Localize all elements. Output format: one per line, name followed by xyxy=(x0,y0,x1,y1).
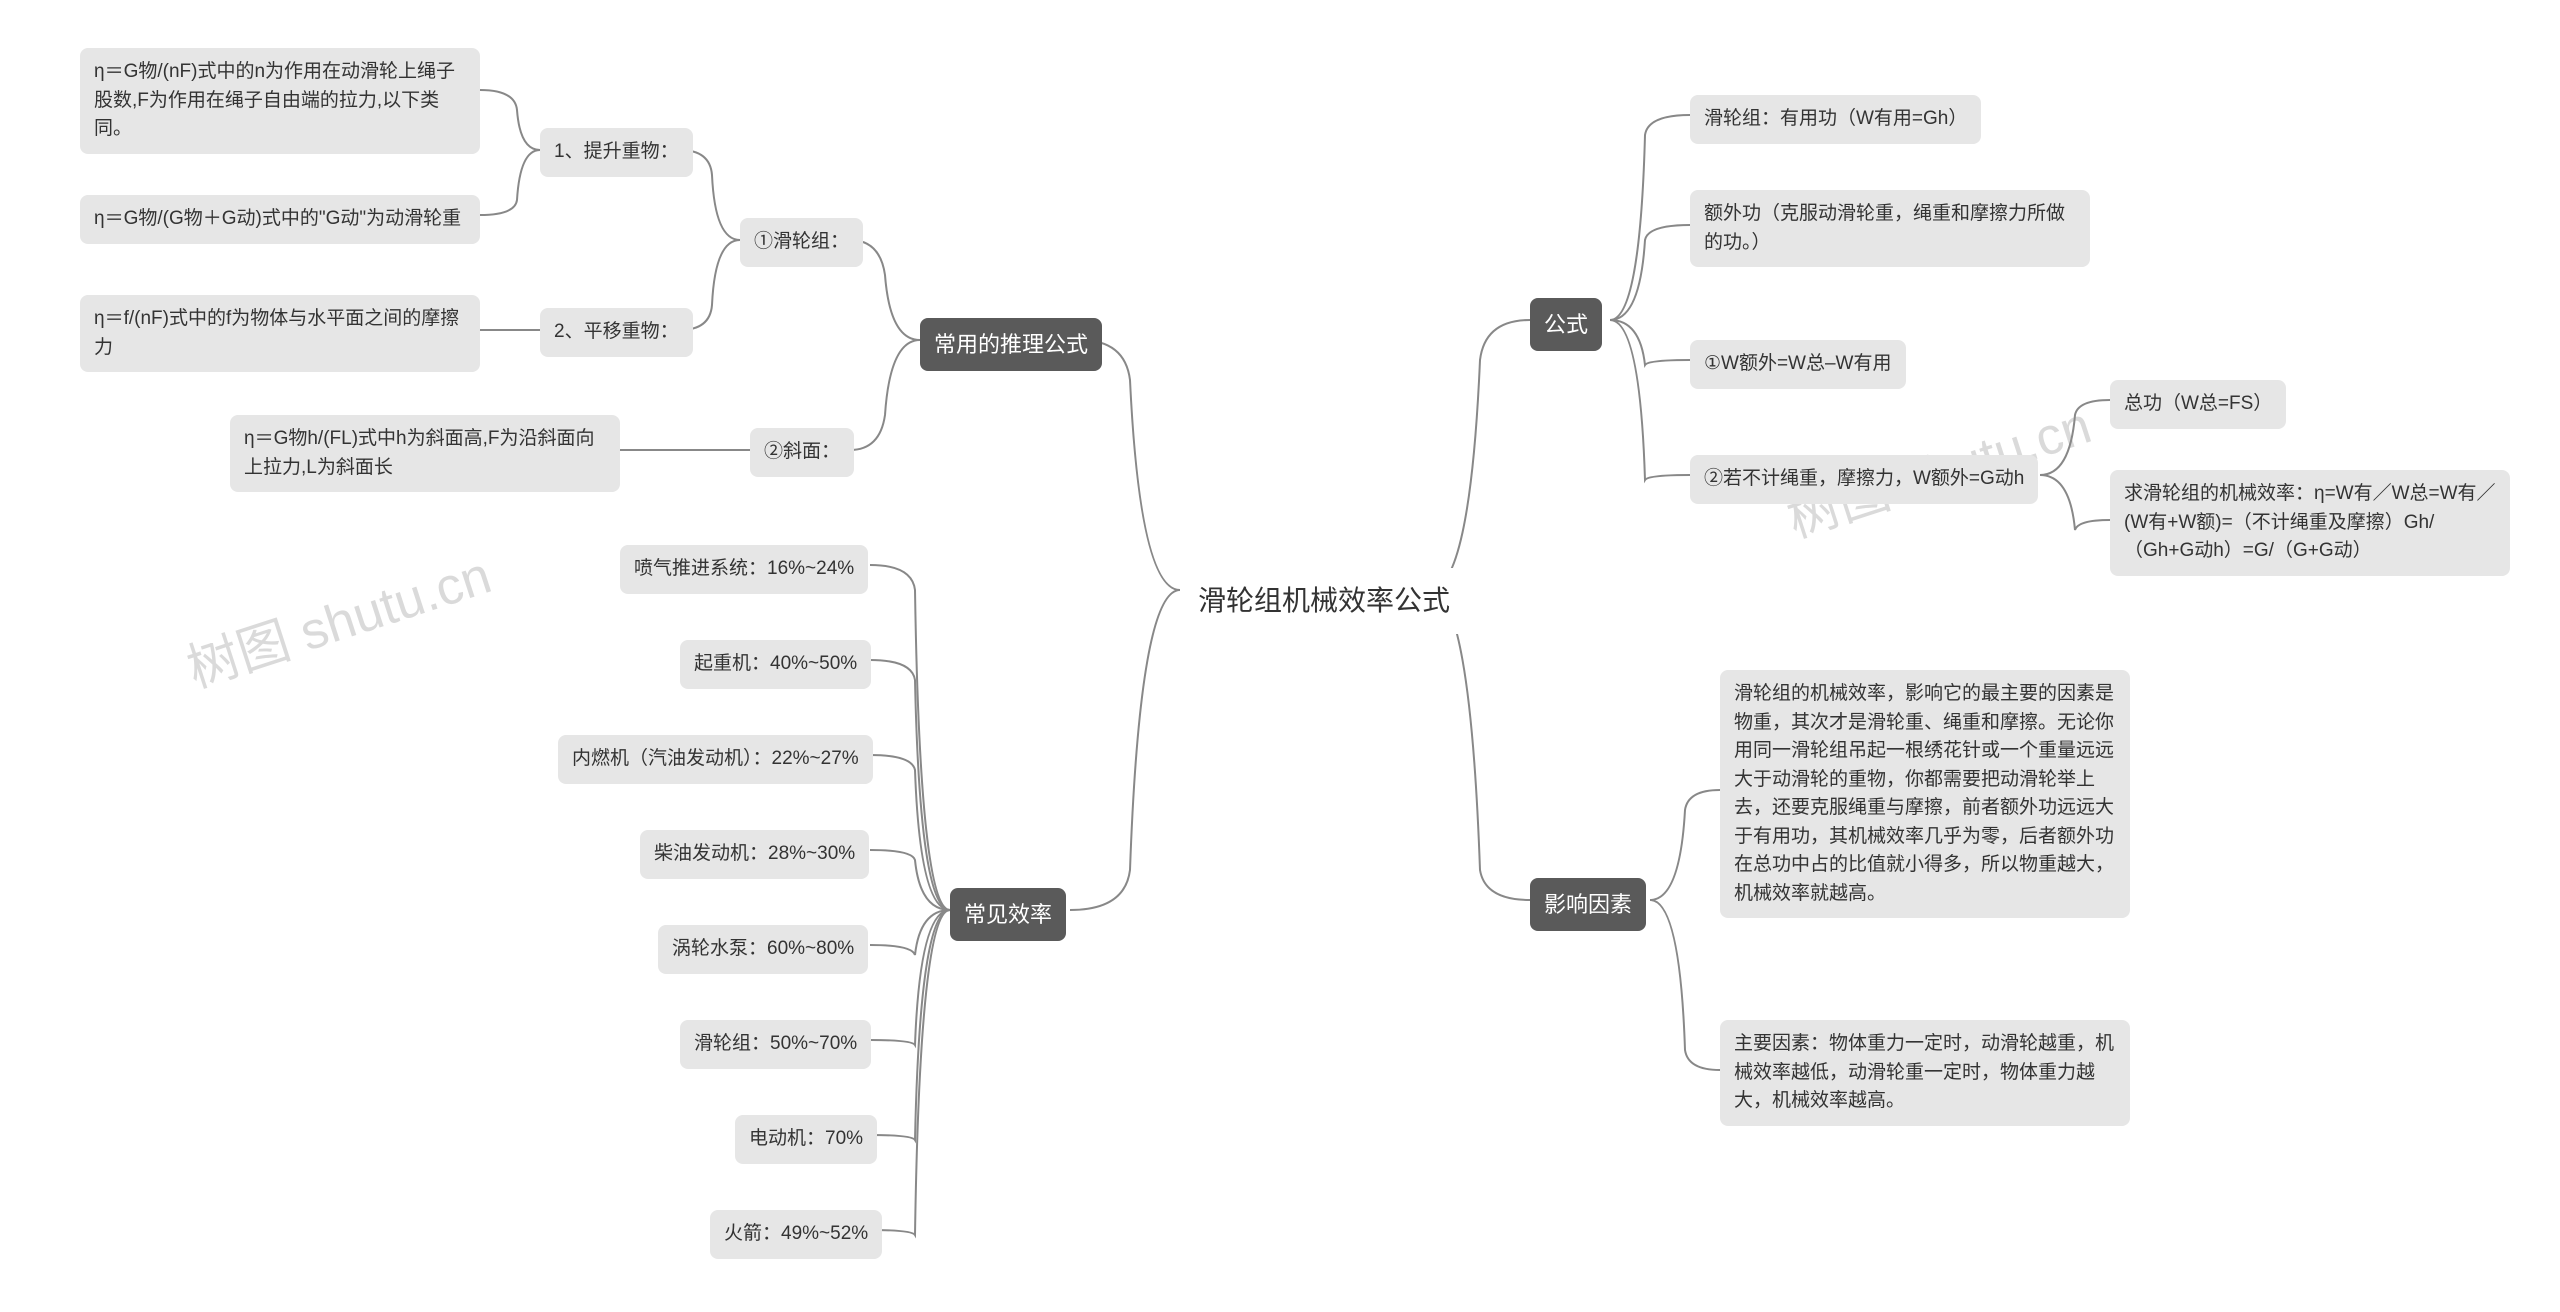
formula-total-work: 总功（W总=FS） xyxy=(2110,380,2286,429)
formula-useful-work: 滑轮组：有用功（W有用=Gh） xyxy=(1690,95,1981,144)
formula-efficiency-calc: 求滑轮组的机械效率：η=W有／W总=W有／(W有+W额)=（不计绳重及摩擦）Gh… xyxy=(2110,470,2510,576)
branch-common-effic[interactable]: 常见效率 xyxy=(950,888,1066,941)
formula-no-rope: ②若不计绳重，摩擦力，W额外=G动h xyxy=(1690,455,2038,504)
eff-item-4: 柴油发动机：28%~30% xyxy=(640,830,869,879)
branch-formula[interactable]: 公式 xyxy=(1530,298,1602,351)
node-pulley-group[interactable]: ①滑轮组： xyxy=(740,218,863,267)
factor-desc-1: 滑轮组的机械效率，影响它的最主要的因素是物重，其次才是滑轮重、绳重和摩擦。无论你… xyxy=(1720,670,2130,918)
root-node[interactable]: 滑轮组机械效率公式 xyxy=(1180,568,1468,634)
eff-item-5: 涡轮水泵：60%~80% xyxy=(658,925,868,974)
eff-item-2: 起重机：40%~50% xyxy=(680,640,871,689)
node-shift-weight[interactable]: 2、平移重物： xyxy=(540,308,693,357)
formula-eta3: η＝f/(nF)式中的f为物体与水平面之间的摩擦力 xyxy=(80,295,480,372)
formula-w-extra: ①W额外=W总–W有用 xyxy=(1690,340,1906,389)
formula-extra-work: 额外功（克服动滑轮重，绳重和摩擦力所做的功。） xyxy=(1690,190,2090,267)
watermark: 树图 shutu.cn xyxy=(176,533,499,702)
branch-factors[interactable]: 影响因素 xyxy=(1530,878,1646,931)
eff-item-1: 喷气推进系统：16%~24% xyxy=(620,545,868,594)
factor-desc-2: 主要因素：物体重力一定时，动滑轮越重，机械效率越低，动滑轮重一定时，物体重力越大… xyxy=(1720,1020,2130,1126)
eff-item-7: 电动机：70% xyxy=(735,1115,877,1164)
eff-item-3: 内燃机（汽油发动机）：22%~27% xyxy=(558,735,873,784)
formula-slope: η＝G物h/(FL)式中h为斜面高,F为沿斜面向上拉力,L为斜面长 xyxy=(230,415,620,492)
eff-item-8: 火箭：49%~52% xyxy=(710,1210,882,1259)
formula-eta2: η＝G物/(G物＋G动)式中的"G动"为动滑轮重 xyxy=(80,195,480,244)
node-lift-weight[interactable]: 1、提升重物： xyxy=(540,128,693,177)
node-slope[interactable]: ②斜面： xyxy=(750,428,854,477)
eff-item-6: 滑轮组：50%~70% xyxy=(680,1020,871,1069)
branch-common-formulas[interactable]: 常用的推理公式 xyxy=(920,318,1102,371)
formula-eta1: η＝G物/(nF)式中的n为作用在动滑轮上绳子股数,F为作用在绳子自由端的拉力,… xyxy=(80,48,480,154)
